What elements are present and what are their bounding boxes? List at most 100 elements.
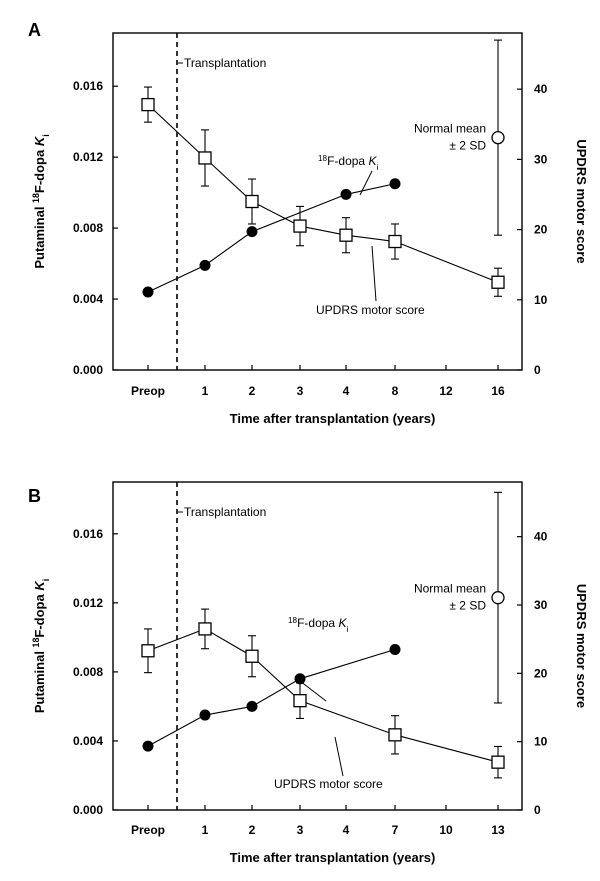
ki-point — [389, 643, 401, 655]
x-tick-label: Preop — [131, 823, 165, 837]
updrs-point — [388, 234, 402, 249]
y-left-axis-title-sub: i — [41, 134, 51, 136]
updrs-point — [388, 728, 402, 742]
y-right-axis-title: UPDRS motor score — [574, 139, 589, 263]
y-left-axis-title: Putaminal 18F-dopa Ki — [31, 134, 51, 268]
ki-series-label-mid: F-dopa — [327, 154, 368, 168]
x-tick-label: 7 — [392, 823, 399, 837]
y-left-tick-label: 0.004 — [73, 734, 103, 748]
updrs-point — [245, 649, 259, 663]
x-axis-title: Time after transplantation (years) — [230, 411, 436, 426]
updrs-point — [198, 622, 212, 636]
x-tick-label: 12 — [439, 384, 453, 398]
updrs-series-label: UPDRS motor score — [316, 303, 425, 317]
ki-point — [294, 673, 306, 685]
y-left-axis-title-k: K — [32, 580, 47, 591]
x-tick-label: 10 — [439, 823, 453, 837]
ki-series-label: 18F-dopa Ki — [288, 616, 348, 634]
ki-point — [199, 259, 211, 271]
updrs-point — [293, 694, 307, 708]
updrs-point — [491, 275, 505, 289]
y-right-tick-label: 30 — [534, 152, 548, 166]
y-left-tick-label: 0.012 — [73, 150, 103, 164]
updrs-label-leader — [334, 736, 344, 777]
ki-line — [147, 183, 396, 293]
updrs-point — [293, 219, 307, 233]
updrs-point — [198, 151, 212, 165]
updrs-series-label: UPDRS motor score — [274, 777, 383, 791]
normal-label-line1: Normal mean — [414, 582, 486, 596]
y-left-axis-title-sub: i — [41, 579, 51, 581]
normal-label-line2: ± 2 SD — [449, 139, 486, 153]
ki-point — [142, 740, 154, 752]
ki-label-leader — [359, 170, 373, 196]
y-right-tick-label: 10 — [534, 293, 548, 307]
y-left-tick-label: 0.016 — [73, 527, 103, 541]
y-left-tick-label: 0.016 — [73, 79, 103, 93]
ki-series-label-sup: 18 — [288, 616, 298, 625]
updrs-point — [339, 228, 353, 242]
y-left-tick-label: 0.004 — [73, 292, 103, 306]
y-right-tick-label: 30 — [534, 598, 548, 612]
ki-point — [199, 709, 211, 721]
normal-label-line1: Normal mean — [414, 122, 486, 136]
updrs-point — [491, 755, 505, 769]
ki-series-label-k: K — [338, 616, 347, 630]
ki-point — [246, 226, 258, 238]
y-right-tick-label: 0 — [534, 363, 541, 377]
y-left-axis-title-mid: F-dopa — [32, 591, 47, 638]
ki-series-label-sub: i — [376, 163, 378, 172]
updrs-point — [245, 194, 259, 209]
updrs-line — [147, 628, 499, 763]
y-left-tick-label: 0.012 — [73, 596, 103, 610]
y-left-tick-label: 0.008 — [73, 221, 103, 235]
y-right-tick-label: 40 — [534, 82, 548, 96]
x-tick-label: 8 — [392, 384, 399, 398]
updrs-point — [141, 644, 155, 658]
y-left-axis-title-prefix: Putaminal — [32, 203, 47, 269]
x-tick-label: 2 — [249, 823, 256, 837]
x-tick-label: 1 — [202, 384, 209, 398]
x-tick-label: 3 — [297, 823, 304, 837]
y-left-axis-title-sup: 18 — [31, 638, 41, 648]
ki-series-label: 18F-dopa Ki — [318, 154, 378, 172]
y-right-tick-label: 10 — [534, 735, 548, 749]
x-axis-title: Time after transplantation (years) — [230, 850, 436, 865]
ki-point — [142, 286, 154, 298]
y-right-axis-title: UPDRS motor score — [574, 584, 589, 708]
chart-panel-b: B 0.000 0.004 0.008 0.012 0.016 0 10 20 30 40 Preop… — [28, 481, 589, 865]
ki-line — [147, 648, 396, 747]
ki-series-label-sub: i — [346, 625, 348, 634]
y-right-tick-label: 20 — [534, 223, 548, 237]
x-tick-label: 4 — [343, 823, 350, 837]
ki-point — [340, 188, 352, 200]
normal-label-line2: ± 2 SD — [449, 599, 486, 613]
ki-series-label-sup: 18 — [318, 154, 328, 163]
y-left-tick-label: 0.000 — [73, 363, 103, 377]
y-left-tick-label: 0.000 — [73, 803, 103, 817]
transplant-label: Transplantation — [184, 505, 266, 519]
ki-label-leader — [299, 680, 327, 702]
plot-frame — [112, 481, 523, 811]
x-tick-label: Preop — [131, 384, 165, 398]
panel-label: A — [28, 20, 41, 40]
normal-point — [491, 130, 505, 145]
y-left-axis-title-mid: F-dopa — [32, 146, 47, 193]
x-tick-label: 1 — [202, 823, 209, 837]
updrs-label-leader — [371, 245, 377, 302]
transplant-label: Transplantation — [184, 56, 266, 70]
x-tick-label: 13 — [491, 823, 505, 837]
y-right-tick-label: 20 — [534, 666, 548, 680]
y-right-tick-label: 40 — [534, 530, 548, 544]
ki-point — [389, 178, 401, 190]
y-right-tick-label: 0 — [534, 803, 541, 817]
x-tick-label: 2 — [249, 384, 256, 398]
x-tick-label: 4 — [343, 384, 350, 398]
ki-series-label-k: K — [368, 154, 377, 168]
y-left-axis-title-prefix: Putaminal — [32, 647, 47, 713]
x-tick-label: 16 — [491, 384, 505, 398]
updrs-point — [141, 97, 155, 112]
y-left-axis-title-sup: 18 — [31, 193, 41, 203]
y-left-tick-label: 0.008 — [73, 665, 103, 679]
